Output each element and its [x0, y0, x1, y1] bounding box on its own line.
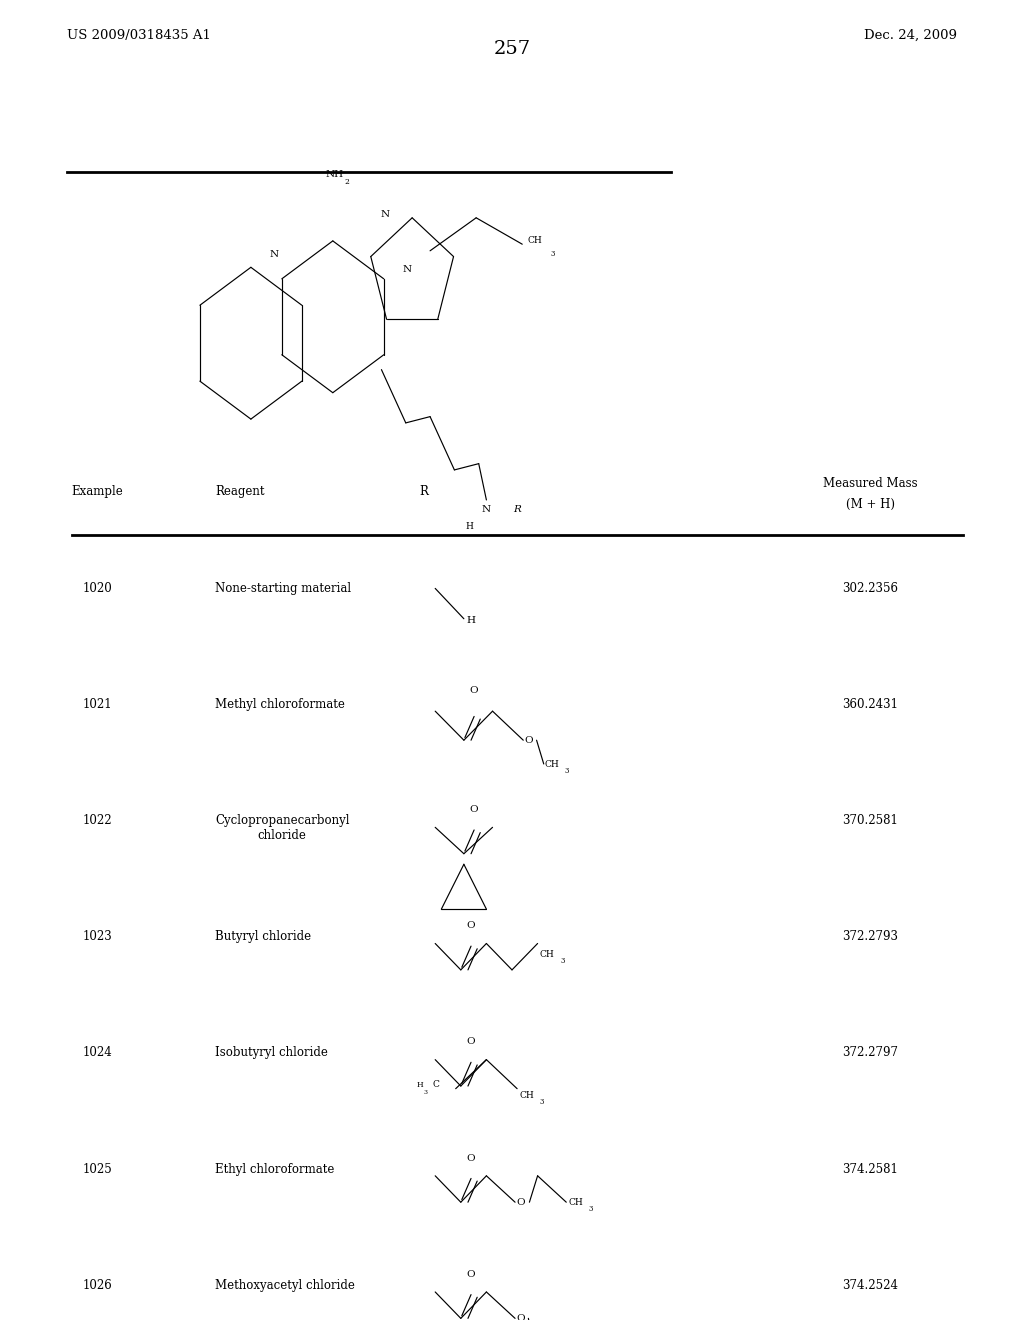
Text: H: H [417, 1081, 423, 1089]
Text: 302.2356: 302.2356 [843, 582, 898, 595]
Text: US 2009/0318435 A1: US 2009/0318435 A1 [67, 29, 211, 42]
Text: (M + H): (M + H) [846, 498, 895, 511]
Text: N: N [381, 210, 389, 219]
Text: 374.2524: 374.2524 [843, 1279, 898, 1292]
Text: Methoxyacetyl chloride: Methoxyacetyl chloride [215, 1279, 355, 1292]
Text: O: O [466, 921, 474, 931]
Text: 372.2793: 372.2793 [843, 931, 898, 944]
Text: H: H [466, 521, 473, 531]
Text: O: O [466, 1038, 474, 1047]
Text: 1020: 1020 [82, 582, 113, 595]
Text: H: H [467, 616, 476, 626]
Text: Butyryl chloride: Butyryl chloride [215, 931, 311, 944]
Text: CH: CH [540, 950, 554, 960]
Text: O: O [469, 686, 477, 696]
Text: 257: 257 [494, 40, 530, 58]
Text: 372.2797: 372.2797 [843, 1047, 898, 1060]
Text: NH: NH [325, 170, 343, 180]
Text: 370.2581: 370.2581 [843, 814, 898, 828]
Text: 3: 3 [424, 1090, 428, 1096]
Text: Reagent: Reagent [215, 484, 264, 498]
Text: O: O [466, 1154, 474, 1163]
Text: Methyl chloroformate: Methyl chloroformate [215, 698, 345, 711]
Text: O: O [469, 805, 477, 814]
Text: 3: 3 [589, 1205, 593, 1213]
Text: 1023: 1023 [82, 931, 113, 944]
Text: Isobutyryl chloride: Isobutyryl chloride [215, 1047, 328, 1060]
Text: 1026: 1026 [82, 1279, 113, 1292]
Text: None-starting material: None-starting material [215, 582, 351, 595]
Text: C: C [432, 1080, 439, 1089]
Text: CH: CH [527, 236, 542, 246]
Text: Dec. 24, 2009: Dec. 24, 2009 [864, 29, 957, 42]
Text: 1024: 1024 [82, 1047, 113, 1060]
Text: CH: CH [568, 1199, 583, 1208]
Text: 3: 3 [540, 1098, 544, 1106]
Text: 1025: 1025 [82, 1163, 113, 1176]
Text: O: O [516, 1315, 524, 1320]
Text: N: N [402, 265, 412, 273]
Text: CH: CH [545, 760, 559, 770]
Text: Measured Mass: Measured Mass [823, 477, 918, 490]
Text: 3: 3 [560, 957, 564, 965]
Text: 374.2581: 374.2581 [843, 1163, 898, 1176]
Text: N: N [269, 249, 279, 259]
Text: O: O [466, 1270, 474, 1279]
Text: 360.2431: 360.2431 [843, 698, 898, 711]
Text: R: R [513, 506, 521, 515]
Text: 3: 3 [551, 249, 555, 259]
Text: O: O [524, 737, 532, 746]
Text: O: O [516, 1199, 524, 1208]
Text: Cyclopropanecarbonyl
chloride: Cyclopropanecarbonyl chloride [215, 814, 349, 842]
Text: 3: 3 [564, 767, 568, 775]
Text: R: R [420, 484, 429, 498]
Text: 1022: 1022 [83, 814, 112, 828]
Text: Ethyl chloroformate: Ethyl chloroformate [215, 1163, 335, 1176]
Text: N: N [482, 506, 490, 515]
Text: 1021: 1021 [83, 698, 112, 711]
Text: Example: Example [72, 484, 124, 498]
Text: 2: 2 [344, 177, 349, 186]
Text: CH: CH [519, 1092, 534, 1101]
